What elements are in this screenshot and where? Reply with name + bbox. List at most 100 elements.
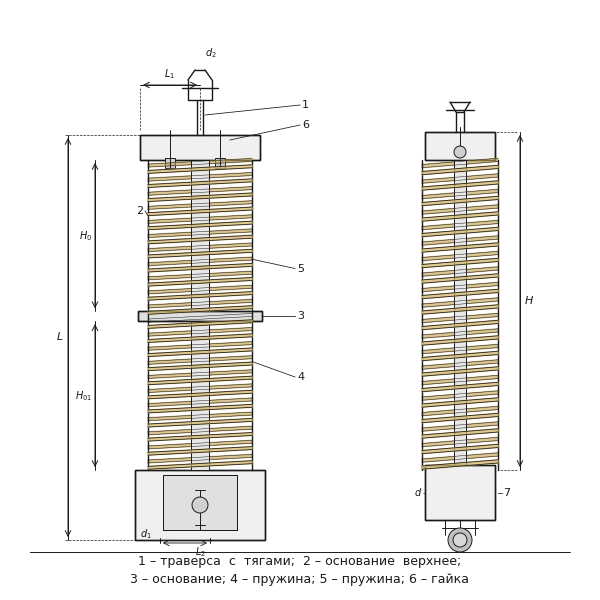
Circle shape [453, 533, 467, 547]
Bar [454, 160, 466, 470]
Polygon shape [422, 329, 498, 338]
Polygon shape [148, 418, 252, 427]
Polygon shape [148, 348, 252, 356]
Polygon shape [148, 221, 252, 230]
Polygon shape [148, 278, 252, 286]
Text: $L_2$: $L_2$ [194, 545, 205, 559]
Polygon shape [148, 433, 252, 441]
Polygon shape [148, 404, 252, 413]
Polygon shape [422, 351, 498, 361]
Bar [138, 311, 262, 321]
Polygon shape [422, 336, 498, 345]
Polygon shape [148, 257, 252, 266]
Polygon shape [148, 362, 252, 371]
Polygon shape [148, 341, 252, 350]
Polygon shape [422, 174, 498, 183]
Polygon shape [148, 390, 252, 399]
Polygon shape [148, 229, 252, 238]
Polygon shape [422, 406, 498, 416]
Bar [191, 160, 209, 470]
Bar [140, 135, 260, 160]
Polygon shape [148, 454, 252, 463]
Text: $d$: $d$ [414, 487, 422, 499]
Polygon shape [148, 263, 252, 272]
Polygon shape [148, 243, 252, 251]
Polygon shape [422, 460, 498, 469]
Bar [425, 132, 495, 160]
Polygon shape [148, 376, 252, 385]
Polygon shape [422, 196, 498, 206]
Polygon shape [422, 189, 498, 199]
Polygon shape [148, 292, 252, 300]
Bar [425, 465, 495, 520]
Text: 5: 5 [297, 263, 304, 274]
Polygon shape [422, 251, 498, 261]
Polygon shape [148, 193, 252, 202]
Bar [165, 158, 175, 168]
Polygon shape [148, 320, 252, 328]
Polygon shape [422, 413, 498, 423]
Text: $d_1$: $d_1$ [140, 527, 152, 541]
Polygon shape [422, 181, 498, 190]
Polygon shape [148, 285, 252, 294]
Polygon shape [422, 212, 498, 221]
Bar [163, 475, 237, 530]
Polygon shape [422, 243, 498, 252]
Text: $L_1$: $L_1$ [164, 67, 176, 81]
Text: 3 – основание; 4 – пружина; 5 – пружина; 6 – гайка: 3 – основание; 4 – пружина; 5 – пружина;… [131, 574, 470, 587]
Polygon shape [422, 444, 498, 454]
Bar [215, 158, 225, 168]
Polygon shape [148, 440, 252, 449]
Polygon shape [148, 412, 252, 421]
Circle shape [448, 528, 472, 552]
Polygon shape [148, 446, 252, 455]
Polygon shape [422, 258, 498, 268]
Text: 4: 4 [297, 372, 304, 382]
Polygon shape [148, 334, 252, 343]
Text: 1: 1 [302, 100, 309, 110]
Polygon shape [422, 429, 498, 438]
Polygon shape [148, 426, 252, 435]
Polygon shape [148, 398, 252, 407]
Text: L: L [57, 332, 63, 343]
Polygon shape [422, 453, 498, 462]
Text: 1 – траверса  с  тягами;  2 – основание  верхнее;: 1 – траверса с тягами; 2 – основание вер… [139, 556, 461, 569]
Polygon shape [148, 173, 252, 181]
Polygon shape [422, 360, 498, 369]
Bar [135, 470, 265, 540]
Polygon shape [148, 187, 252, 195]
Bar [425, 465, 495, 520]
Polygon shape [148, 313, 252, 322]
Polygon shape [422, 158, 498, 168]
Polygon shape [148, 384, 252, 392]
Bar [140, 135, 260, 160]
Polygon shape [422, 320, 498, 330]
Polygon shape [422, 165, 498, 175]
Polygon shape [422, 382, 498, 392]
Polygon shape [422, 344, 498, 354]
Bar [138, 311, 262, 321]
Circle shape [192, 497, 208, 513]
Polygon shape [148, 201, 252, 209]
Polygon shape [148, 328, 252, 336]
Polygon shape [148, 370, 252, 379]
Polygon shape [422, 367, 498, 376]
Text: 3: 3 [297, 311, 304, 321]
Polygon shape [422, 274, 498, 283]
Text: 6: 6 [302, 120, 309, 130]
Polygon shape [422, 236, 498, 245]
Polygon shape [148, 207, 252, 215]
Polygon shape [148, 299, 252, 308]
Polygon shape [422, 391, 498, 400]
Polygon shape [422, 313, 498, 323]
Polygon shape [422, 375, 498, 385]
Text: 2: 2 [136, 206, 143, 216]
Text: $H_{01}$: $H_{01}$ [75, 389, 92, 403]
Polygon shape [422, 267, 498, 276]
Bar [163, 475, 237, 530]
Bar [425, 132, 495, 160]
Polygon shape [422, 227, 498, 237]
Polygon shape [148, 461, 252, 469]
Polygon shape [422, 398, 498, 407]
Polygon shape [422, 282, 498, 292]
